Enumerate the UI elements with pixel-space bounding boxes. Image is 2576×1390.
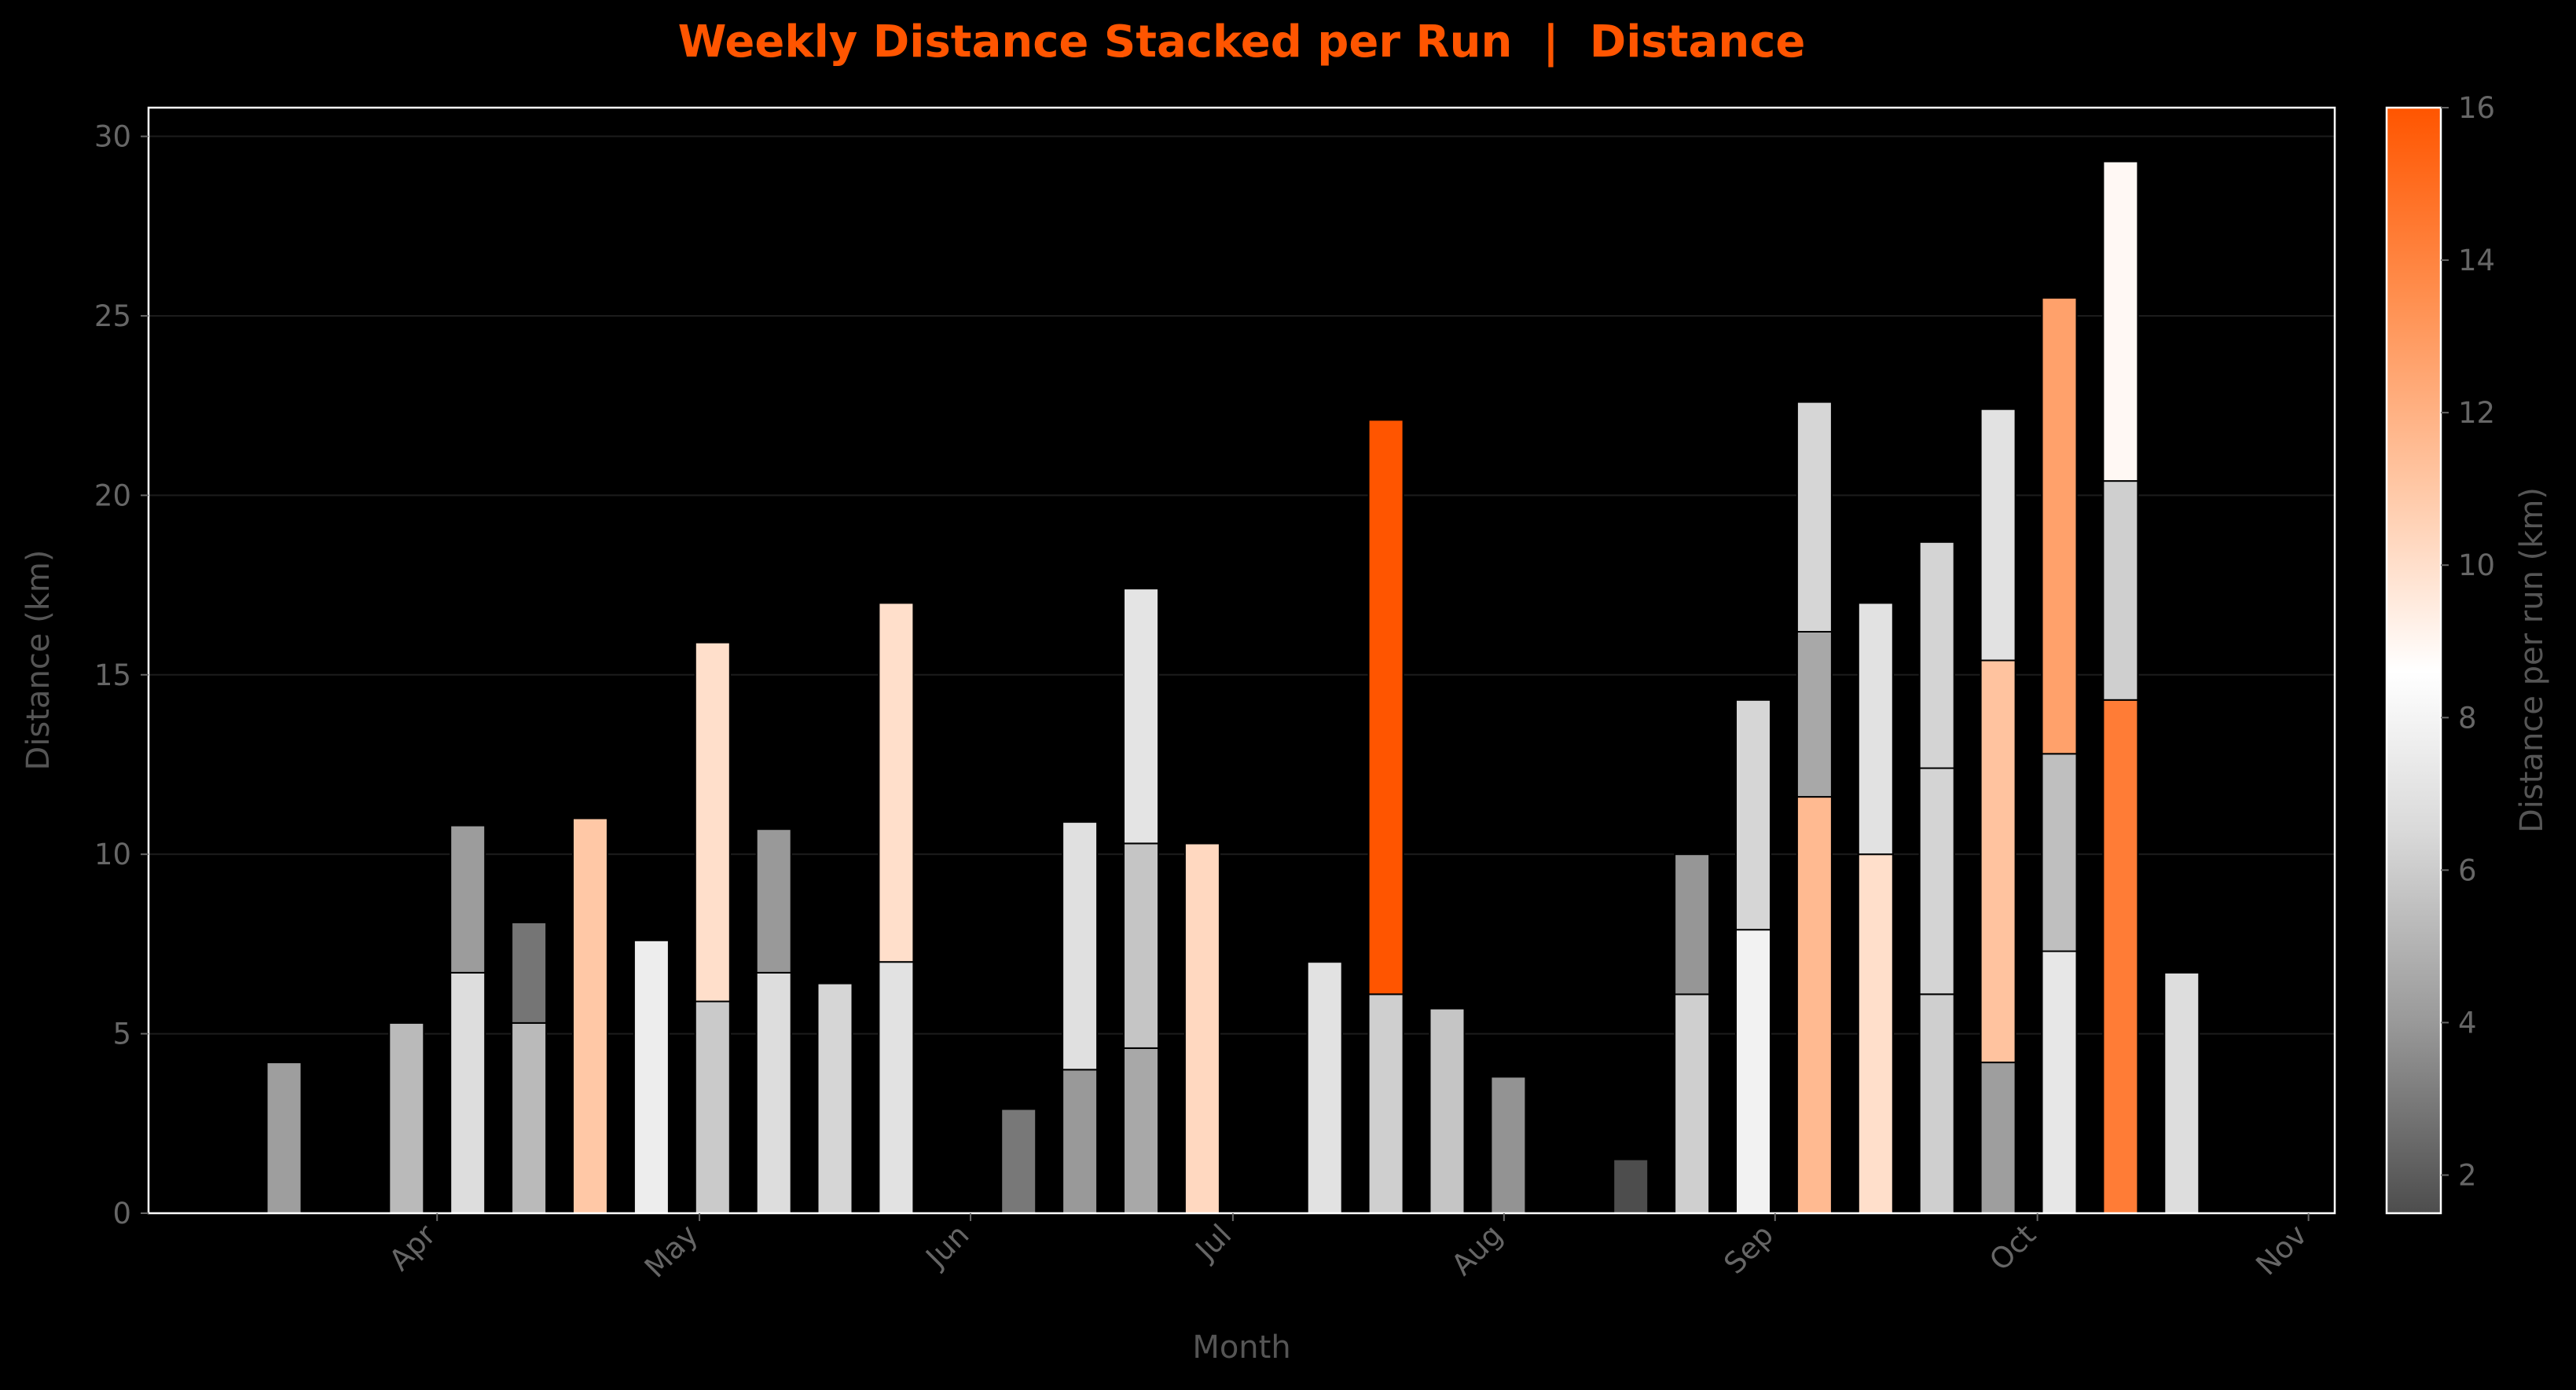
colorbar <box>2385 106 2442 1215</box>
chart-title: Weekly Distance Stacked per Run | Distan… <box>678 17 1806 68</box>
y-tick-label: 25 <box>94 299 131 333</box>
bar-segment <box>2102 699 2139 1215</box>
bar-segment <box>1367 993 1404 1215</box>
x-tick-label: Aug <box>1445 1218 1509 1282</box>
x-tick-label: Sep <box>1717 1218 1780 1281</box>
bar-segment <box>2102 480 2139 701</box>
y-tick-label: 15 <box>94 658 131 692</box>
bar-segment <box>1183 842 1220 1214</box>
bar-segment <box>2163 971 2200 1215</box>
bar-segment <box>1980 659 2016 1064</box>
x-tick-label: Jun <box>919 1218 976 1275</box>
bar-segment <box>1123 588 1159 845</box>
bar-segments <box>266 160 2200 1215</box>
bar-segment <box>2041 297 2078 755</box>
bar-segment <box>1123 842 1159 1049</box>
bar-segment <box>1980 408 2016 662</box>
bar-segment <box>1674 993 1711 1215</box>
bar-segment <box>2041 950 2078 1214</box>
colorbar-tick-label: 12 <box>2458 396 2495 430</box>
bar-segment <box>1306 961 1343 1214</box>
x-axis-ticks: Apr May Jun Jul Aug Sep Oct Nov <box>383 1213 2314 1284</box>
bar-segment <box>1123 1047 1159 1215</box>
bar-segment <box>878 602 915 963</box>
colorbar-tick-label: 4 <box>2458 1006 2477 1040</box>
bar-segment <box>450 824 486 974</box>
x-tick-label: Nov <box>2250 1218 2314 1282</box>
bar-segment <box>694 641 731 1003</box>
bar-segment <box>511 1021 548 1215</box>
bar-segment <box>1367 419 1404 996</box>
bar-segment <box>2102 160 2139 482</box>
y-tick-label: 10 <box>94 838 131 871</box>
bar-segment <box>1857 853 1894 1214</box>
bar-segment <box>2041 753 2078 952</box>
colorbar-tick-label: 6 <box>2458 853 2477 887</box>
bar-segment <box>1980 1062 2016 1214</box>
x-tick-label: Oct <box>1983 1218 2042 1278</box>
bar-segment <box>755 971 792 1215</box>
bar-segment <box>1918 541 1955 769</box>
y-tick-label: 5 <box>112 1018 131 1051</box>
bar-segment <box>1918 993 1955 1215</box>
x-tick-label: May <box>638 1218 704 1284</box>
y-axis-label: Distance (km) <box>20 550 57 771</box>
bar-segment <box>1796 401 1833 633</box>
x-tick-label: Jul <box>1188 1218 1238 1267</box>
bar-segment <box>450 971 486 1215</box>
bar-segment <box>1062 821 1099 1071</box>
colorbar-tick-label: 16 <box>2458 91 2495 125</box>
bar-segment <box>572 817 608 1214</box>
bar-segment <box>633 939 670 1215</box>
bar-segment <box>755 828 792 974</box>
colorbar-tick-label: 14 <box>2458 244 2495 277</box>
y-axis-ticks: 0 5 10 15 20 25 30 <box>94 120 149 1230</box>
x-axis-label: Month <box>1192 1329 1290 1366</box>
bar-segment <box>1796 631 1833 798</box>
bar-segment <box>1918 767 1955 996</box>
grid-lines <box>149 135 2335 1035</box>
bar-segment <box>388 1021 425 1215</box>
bar-segment <box>694 1000 731 1214</box>
bar-segment <box>1062 1069 1099 1215</box>
bar-segment <box>1429 1007 1466 1214</box>
bar-segment <box>1796 796 1833 1214</box>
bar-segment <box>1000 1108 1037 1214</box>
x-tick-label: Apr <box>383 1217 442 1277</box>
bar-segment <box>1674 853 1711 996</box>
bar-segment <box>816 982 853 1214</box>
bar-segment <box>1613 1158 1649 1214</box>
colorbar-tick-label: 10 <box>2458 548 2495 582</box>
bar-segment <box>266 1062 303 1214</box>
y-tick-label: 0 <box>112 1197 131 1230</box>
y-tick-label: 30 <box>94 120 131 154</box>
colorbar-ticks: 2 4 6 8 10 12 14 16 <box>2441 91 2495 1192</box>
bar-segment <box>1735 699 1771 931</box>
plot-frame <box>147 106 2336 1215</box>
bar-segment <box>1490 1076 1527 1215</box>
bar-segment <box>878 961 915 1214</box>
bar-segment <box>1735 929 1771 1214</box>
colorbar-tick-label: 2 <box>2458 1158 2477 1192</box>
y-tick-label: 20 <box>94 479 131 512</box>
bar-segment <box>1857 602 1894 856</box>
colorbar-tick-label: 8 <box>2458 701 2477 735</box>
bar-segment <box>511 922 548 1024</box>
colorbar-label: Distance per run (km) <box>2514 487 2550 833</box>
